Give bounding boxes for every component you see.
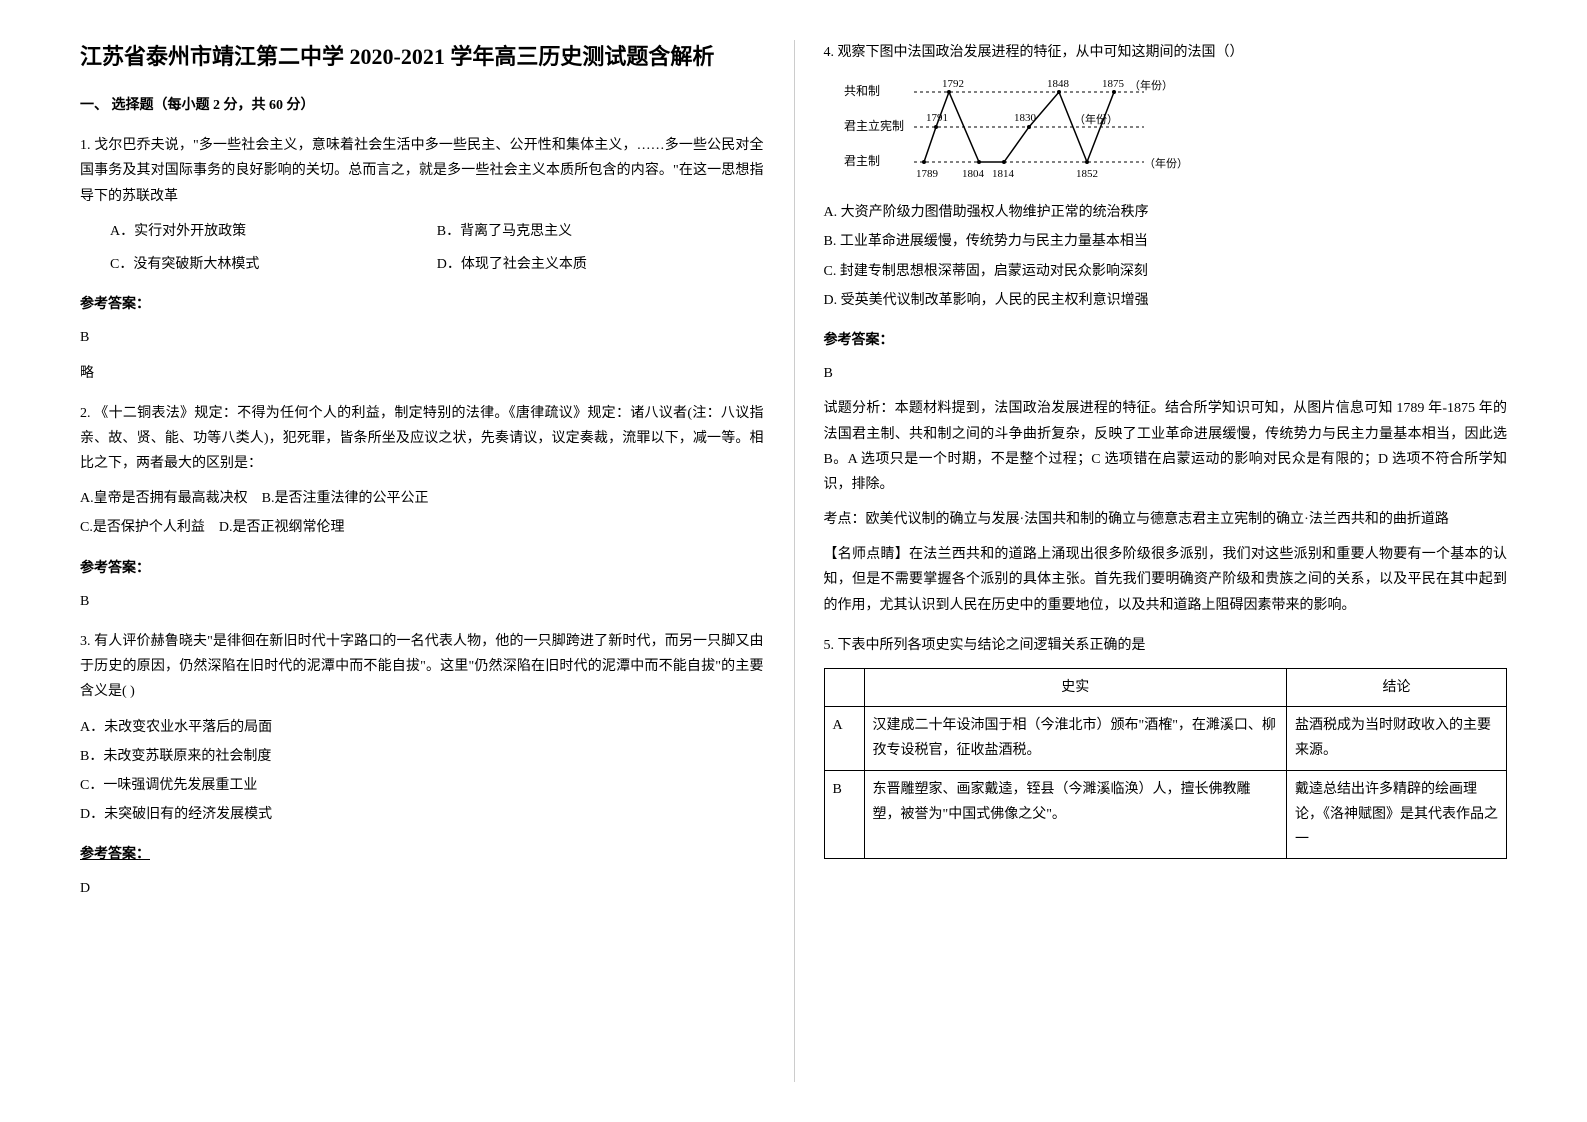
rowB-fact: 东晋雕塑家、画家戴逵，铚县（今濉溪临涣）人，擅长佛教雕塑，被誉为"中国式佛像之父… <box>864 770 1287 859</box>
column-divider <box>794 40 795 1082</box>
right-column: 4. 观察下图中法国政治发展进程的特征，从中可知这期间的法国（） 共和制 君主立… <box>794 40 1538 1082</box>
point <box>934 125 938 129</box>
q2-options-line2: C.是否保护个人利益 D.是否正视纲常伦理 <box>80 515 764 540</box>
q4-option-c: C. 封建专制思想根深蒂固，启蒙运动对民众影响深刻 <box>824 259 1508 284</box>
page-title: 江苏省泰州市靖江第二中学 2020-2021 学年高三历史测试题含解析 <box>80 40 764 73</box>
rowB-conclusion: 戴逵总结出许多精辟的绘画理论，《洛神赋图》是其代表作品之一 <box>1287 770 1507 859</box>
q4-option-b: B. 工业革命进展缓慢，传统势力与民主力量基本相当 <box>824 229 1508 254</box>
point <box>1085 160 1089 164</box>
label-republic: 共和制 <box>844 84 880 98</box>
q4-option-a: A. 大资产阶级力图借助强权人物维护正常的统治秩序 <box>824 200 1508 225</box>
q2-answer-label: 参考答案： <box>80 556 764 581</box>
q4-options: A. 大资产阶级力图借助强权人物维护正常的统治秩序 B. 工业革命进展缓慢，传统… <box>824 200 1508 313</box>
year-1792: 1792 <box>942 78 964 90</box>
q3-text: 3. 有人评价赫鲁晓夫"是徘徊在新旧时代十字路口的一名代表人物，他的一只脚跨进了… <box>80 629 764 705</box>
year-1852: 1852 <box>1076 168 1098 180</box>
q2-option-d: D.是否正视纲常伦理 <box>219 520 345 535</box>
table-row-a: A 汉建成二十年设沛国于相（今淮北市）颁布"酒榷"，在濉溪口、柳孜专设税官，征收… <box>824 707 1507 770</box>
q1-note: 略 <box>80 361 764 386</box>
rowA-conclusion: 盐酒税成为当时财政收入的主要来源。 <box>1287 707 1507 770</box>
point <box>977 160 981 164</box>
q3-options: A．未改变农业水平落后的局面 B．未改变苏联原来的社会制度 C．一味强调优先发展… <box>80 715 764 828</box>
point <box>1027 125 1031 129</box>
q2-options-line1: A.皇帝是否拥有最高裁决权 B.是否注重法律的公平公正 <box>80 486 764 511</box>
year-1814: 1814 <box>992 168 1015 180</box>
label-monarchy: 君主制 <box>844 154 880 168</box>
year-1875: 1875 <box>1102 78 1125 90</box>
q3-option-a: A．未改变农业水平落后的局面 <box>80 715 764 740</box>
q4-text: 4. 观察下图中法国政治发展进程的特征，从中可知这期间的法国（） <box>824 40 1508 65</box>
section-title: 一、 选择题（每小题 2 分，共 60 分） <box>80 93 764 118</box>
q1-text: 1. 戈尔巴乔夫说，"多一些社会主义，意味着社会生活中多一些民主、公开性和集体主… <box>80 133 764 209</box>
point <box>947 90 951 94</box>
question-1: 1. 戈尔巴乔夫说，"多一些社会主义，意味着社会生活中多一些民主、公开性和集体主… <box>80 133 764 386</box>
year-1791: 1791 <box>926 112 948 124</box>
q4-answer-label: 参考答案： <box>824 328 1508 353</box>
point <box>1002 160 1006 164</box>
year-suffix-mid: （年份） <box>1074 112 1118 126</box>
q3-answer: D <box>80 876 764 901</box>
q4-analysis3: 【名师点睛】在法兰西共和的道路上涌现出很多阶级很多派别，我们对这些派别和重要人物… <box>824 542 1508 618</box>
q1-option-b: B．背离了马克思主义 <box>437 219 764 244</box>
question-3: 3. 有人评价赫鲁晓夫"是徘徊在新旧时代十字路口的一名代表人物，他的一只脚跨进了… <box>80 629 764 901</box>
q3-option-c: C．一味强调优先发展重工业 <box>80 773 764 798</box>
q4-analysis1: 试题分析：本题材料提到，法国政治发展进程的特征。结合所学知识可知，从图片信息可知… <box>824 396 1508 497</box>
q1-options-row2: C．没有突破斯大林模式 D．体现了社会主义本质 <box>80 252 764 277</box>
q4-answer: B <box>824 361 1508 386</box>
q1-option-c: C．没有突破斯大林模式 <box>110 252 437 277</box>
rowB-label: B <box>824 770 864 859</box>
q5-text: 5. 下表中所列各项史实与结论之间逻辑关系正确的是 <box>824 633 1508 658</box>
year-suffix-top: （年份） <box>1129 78 1173 92</box>
q2-options: A.皇帝是否拥有最高裁决权 B.是否注重法律的公平公正 C.是否保护个人利益 D… <box>80 486 764 540</box>
q1-answer-label: 参考答案： <box>80 292 764 317</box>
point <box>922 160 926 164</box>
q3-option-b: B．未改变苏联原来的社会制度 <box>80 744 764 769</box>
year-1848: 1848 <box>1047 78 1070 90</box>
q3-option-d: D．未突破旧有的经济发展模式 <box>80 802 764 827</box>
point <box>1057 90 1061 94</box>
year-1804: 1804 <box>962 168 985 180</box>
question-2: 2. 《十二铜表法》规定：不得为任何个人的利益，制定特别的法律。《唐律疏议》规定… <box>80 401 764 614</box>
year-suffix-bot: （年份） <box>1144 156 1188 170</box>
th-conclusion: 结论 <box>1287 669 1507 707</box>
question-4: 4. 观察下图中法国政治发展进程的特征，从中可知这期间的法国（） 共和制 君主立… <box>824 40 1508 618</box>
label-constitutional: 君主立宪制 <box>844 118 904 133</box>
left-column: 江苏省泰州市靖江第二中学 2020-2021 学年高三历史测试题含解析 一、 选… <box>50 40 794 1082</box>
q2-option-b: B.是否注重法律的公平公正 <box>262 491 429 506</box>
year-1789: 1789 <box>916 168 939 180</box>
question-5: 5. 下表中所列各项史实与结论之间逻辑关系正确的是 史实 结论 A 汉建成二十年… <box>824 633 1508 859</box>
table-row-b: B 东晋雕塑家、画家戴逵，铚县（今濉溪临涣）人，擅长佛教雕塑，被誉为"中国式佛像… <box>824 770 1507 859</box>
point <box>1112 90 1116 94</box>
q1-option-a: A．实行对外开放政策 <box>110 219 437 244</box>
q5-table: 史实 结论 A 汉建成二十年设沛国于相（今淮北市）颁布"酒榷"，在濉溪口、柳孜专… <box>824 668 1508 859</box>
q2-text: 2. 《十二铜表法》规定：不得为任何个人的利益，制定特别的法律。《唐律疏议》规定… <box>80 401 764 477</box>
rowA-fact: 汉建成二十年设沛国于相（今淮北市）颁布"酒榷"，在濉溪口、柳孜专设税官，征收盐酒… <box>864 707 1287 770</box>
q2-option-a: A.皇帝是否拥有最高裁决权 <box>80 491 248 506</box>
q2-option-c: C.是否保护个人利益 <box>80 520 205 535</box>
table-header-row: 史实 结论 <box>824 669 1507 707</box>
q1-option-d: D．体现了社会主义本质 <box>437 252 764 277</box>
q1-answer: B <box>80 325 764 350</box>
q3-answer-label: 参考答案： <box>80 842 764 867</box>
q4-option-d: D. 受英美代议制改革影响，人民的民主权利意识增强 <box>824 288 1508 313</box>
q1-options-row1: A．实行对外开放政策 B．背离了马克思主义 <box>80 219 764 244</box>
q4-chart: 共和制 君主立宪制 君主制 1789 <box>844 75 1508 185</box>
th-fact: 史实 <box>864 669 1287 707</box>
rowA-label: A <box>824 707 864 770</box>
timeline-chart-svg: 共和制 君主立宪制 君主制 1789 <box>844 75 1204 185</box>
q2-answer: B <box>80 589 764 614</box>
year-1830: 1830 <box>1014 112 1037 124</box>
th-blank <box>824 669 864 707</box>
q4-analysis2: 考点：欧美代议制的确立与发展·法国共和制的确立与德意志君主立宪制的确立·法兰西共… <box>824 507 1508 532</box>
